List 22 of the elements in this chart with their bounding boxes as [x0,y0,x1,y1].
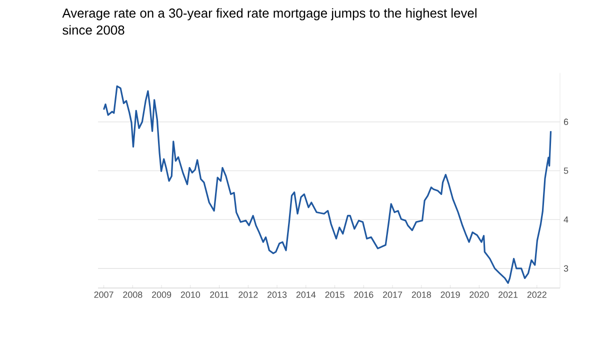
x-tick-label: 2007 [94,292,114,298]
x-tick-label: 2014 [296,292,316,298]
x-tick-label: 2008 [123,292,142,298]
x-tick-label: 2020 [470,292,489,298]
line-series [102,85,552,284]
x-tick-label: 2010 [180,292,200,298]
x-tick-label: 2012 [238,292,258,298]
y-tick-label: 5 [564,168,568,174]
x-tick-label: 2018 [412,292,431,298]
x-tick-label: 2017 [383,292,402,298]
chart-title: Average rate on a 30-year fixed rate mortgage jumps to the highest level since 2008 [62,8,476,35]
y-tick-label: 4 [564,216,568,223]
y-tick-label: 3 [564,265,568,272]
x-tick-label: 2016 [354,292,374,298]
x-tick-label: 2022 [527,292,546,298]
x-tick-label: 2009 [152,292,172,298]
x-tick-label: 2015 [325,292,344,298]
x-tick-label: 2019 [440,292,460,298]
x-tick-label: 2013 [268,292,287,298]
x-tick-label: 2011 [210,292,228,298]
x-tick-label: 2021 [498,292,518,298]
y-tick-label: 6 [564,118,568,126]
